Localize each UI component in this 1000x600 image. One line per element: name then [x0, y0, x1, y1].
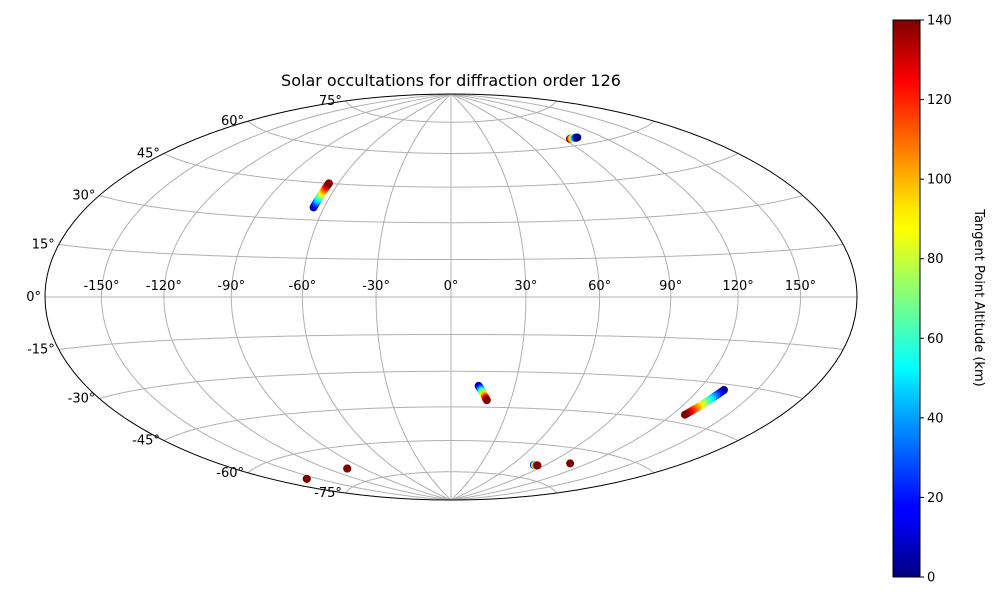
latitude-tick-label: -75° — [314, 486, 342, 501]
latitude-tick-label: 45° — [137, 147, 160, 162]
longitude-tick-labels: -150° -120° -90° -60° -30° 0° 30° 60° 90° 120° 150… — [83, 279, 816, 294]
occultation-point — [573, 133, 582, 142]
longitude-tick-label: 60° — [588, 279, 611, 294]
latitude-tick-label: 0° — [26, 290, 41, 305]
latitude-tick-label: -45° — [132, 434, 160, 449]
latitude-tick-label: 75° — [319, 94, 342, 109]
latitude-tick-label: 60° — [221, 114, 244, 129]
longitude-gridline — [450, 94, 601, 500]
colorbar-ticks: 0 20 40 60 80 100 120 140 — [920, 14, 952, 586]
colorbar-gradient — [892, 19, 921, 578]
colorbar-tick-label: 60 — [927, 332, 944, 347]
colorbar-tick-label: 120 — [927, 93, 952, 108]
colorbar-tick-label: 100 — [927, 173, 952, 188]
occultation-point — [680, 410, 689, 419]
latitude-tick-label: -30° — [68, 392, 96, 407]
longitude-tick-label: -90° — [217, 279, 245, 294]
longitude-gridline — [375, 94, 452, 500]
longitude-tick-label: -120° — [146, 279, 182, 294]
colorbar-tick-label: 80 — [927, 252, 944, 267]
longitude-gridline — [301, 94, 452, 500]
longitude-tick-label: 120° — [722, 279, 753, 294]
longitude-gridline — [450, 94, 802, 500]
longitude-gridline — [450, 94, 739, 500]
latitude-tick-label: -15° — [27, 343, 55, 358]
longitude-tick-label: 0° — [444, 279, 459, 294]
colorbar-tick-label: 20 — [927, 491, 944, 506]
colorbar: 0 20 40 60 80 100 120 140 Tangent Point Altitud… — [892, 14, 986, 586]
longitude-tick-label: 90° — [659, 279, 682, 294]
longitude-gridline — [450, 94, 527, 500]
longitude-tick-label: -150° — [83, 279, 119, 294]
longitude-tick-label: -30° — [362, 279, 390, 294]
occultation-point — [482, 396, 491, 405]
longitude-gridline — [230, 94, 452, 500]
longitude-gridline — [163, 94, 452, 500]
occultation-point — [302, 474, 311, 483]
chart-title: Solar occultations for diffraction order… — [281, 71, 621, 90]
occultation-points — [302, 133, 728, 483]
longitude-gridline — [450, 94, 672, 500]
occultation-point — [533, 461, 542, 470]
latitude-tick-label: -60° — [216, 466, 244, 481]
longitude-tick-label: 150° — [785, 279, 816, 294]
colorbar-tick-label: 140 — [927, 14, 952, 29]
latitude-tick-label: 15° — [32, 238, 55, 253]
latitude-tick-labels: -75° -60° -45° -30° -15° 0° 15° 30° 45° 60° 75° — [26, 94, 342, 501]
map-boundary — [44, 93, 858, 501]
longitude-gridline — [100, 94, 452, 500]
colorbar-tick-label: 40 — [927, 411, 944, 426]
latitude-tick-label: 30° — [72, 189, 95, 204]
occultation-point — [324, 179, 333, 188]
longitude-tick-label: 30° — [514, 279, 537, 294]
colorbar-label: Tangent Point Altitude (km) — [971, 208, 986, 386]
occultation-point — [343, 464, 352, 473]
colorbar-tick-label: 0 — [927, 571, 935, 586]
graticule — [45, 94, 857, 500]
longitude-tick-label: -60° — [289, 279, 317, 294]
occultation-point — [566, 459, 575, 468]
